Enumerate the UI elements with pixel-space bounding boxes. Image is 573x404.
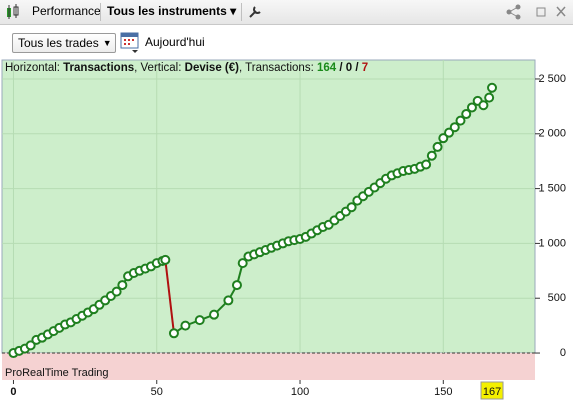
y-tick-label: 1 500 [538,182,566,194]
current-x-label: 167 [483,386,501,398]
y-tick-label: 1 000 [538,237,566,249]
separator [100,3,101,21]
x-tick-label: 100 [291,386,309,398]
trade-point [223,295,234,306]
x-tick-label: 50 [151,386,163,398]
trade-point [432,141,443,152]
date-label[interactable]: Aujourd'hui [145,35,205,49]
calendar-icon[interactable] [120,31,140,53]
trades-dropdown[interactable]: Tous les trades ▼ [12,33,116,53]
profit-zone [1,59,536,354]
instruments-menu[interactable]: Tous les instruments ▾ [107,4,237,18]
settings-icon[interactable] [247,4,263,20]
y-tick-label: 0 [560,347,566,359]
trade-point [449,122,460,133]
trade-point [168,328,179,339]
trade-point [478,100,489,111]
v-value: Devise (€) [184,62,239,74]
sep: / [355,62,359,74]
trade-point [180,320,191,331]
separator [241,3,242,21]
equity-curve [8,82,498,359]
wins: 164 [316,62,337,74]
y-tick-label: 2 000 [538,128,566,140]
h-value: Transactions [63,62,135,74]
curve-segment [164,259,175,334]
trade-point [487,82,498,93]
footer-label: ProRealTime Trading [5,367,109,379]
x-tick-label: 0 [10,386,16,398]
window-controls[interactable] [504,3,570,21]
even: 0 [345,62,353,74]
trade-point [466,102,477,113]
x-axis-strip [2,381,535,403]
toolbar: Performance Tous les instruments ▾ [0,0,573,25]
trade-point [346,202,357,213]
x-tick-label: 150 [434,386,452,398]
trade-point [25,340,36,351]
sep: / [339,62,343,74]
y-tick-label: 2 500 [538,73,566,85]
trade-point [461,109,472,120]
instruments-label: Tous les instruments [107,4,227,18]
loss-zone [2,353,535,380]
trade-point [426,150,437,161]
losses: 7 [361,62,369,74]
filter-row: Tous les trades ▼ Aujourd'hui [0,25,573,59]
trade-point [444,127,455,138]
t-label: , Transactions: [238,62,314,74]
current-x-box [480,381,504,400]
trade-point [455,115,466,126]
trade-point [209,309,220,320]
trade-point [194,315,205,326]
trade-point [231,280,242,291]
trade-point [438,133,449,144]
h-label: Horizontal: [5,62,60,74]
trade-point [160,254,171,265]
trade-point [237,258,248,269]
trade-point [484,92,495,103]
trade-point [111,286,122,297]
info-line: Horizontal: Transactions, Vertical: Devi… [5,62,368,74]
trades-label: Tous les trades [18,36,99,50]
trade-point [117,280,128,291]
v-label: , Vertical: [134,62,182,74]
performance-tab[interactable]: Performance [32,4,101,18]
y-tick-label: 500 [548,292,566,304]
trade-point [421,159,432,170]
candle-icon [7,4,19,19]
